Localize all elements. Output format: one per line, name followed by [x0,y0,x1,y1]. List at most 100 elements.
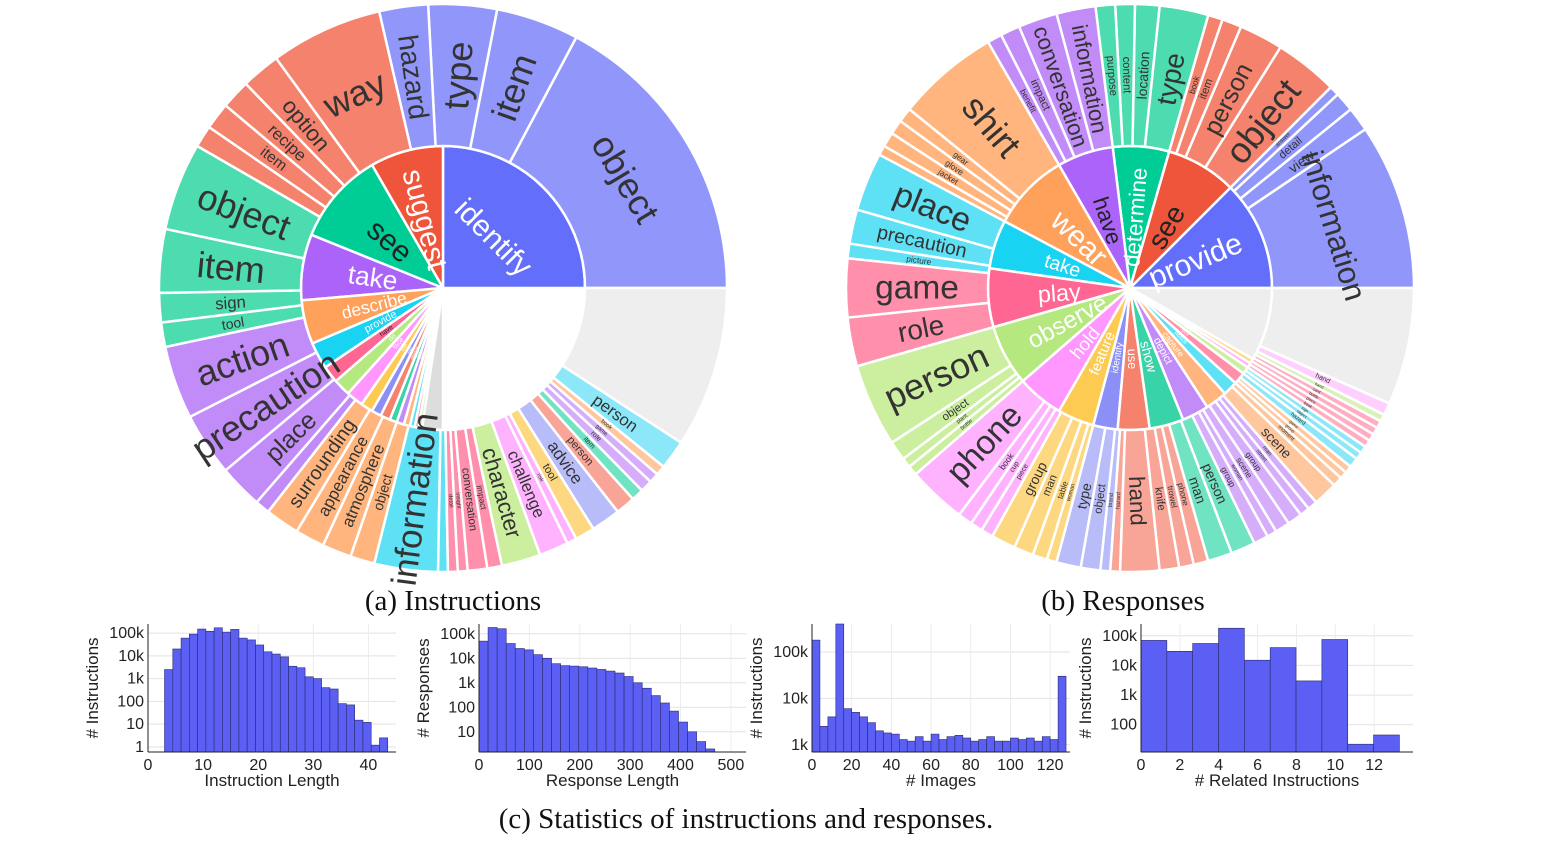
instr-inner-label-give: give [406,346,414,356]
resp-outer-label-sign: sign [1300,405,1310,414]
instr-inner-label-play: play [418,351,425,360]
histogram-bar [337,703,347,753]
y-tick-label: 100k [440,626,476,643]
histogram-bar [238,637,248,753]
histogram-bar [851,712,860,753]
histogram-bar [172,648,182,753]
histogram-bar [271,653,281,753]
resp-outer-label-object: object [1092,482,1108,514]
x-tick-label: 120 [1037,757,1064,774]
histogram-bar [986,736,995,753]
histogram-bar [930,733,940,753]
histogram-bar [1244,659,1271,753]
histogram-bar [914,736,924,753]
histogram-bar [379,737,389,753]
resp-outer-label-brand: brand [1108,493,1115,508]
histogram-bar [321,687,331,753]
histogram-bar [946,736,956,753]
x-tick-label: 300 [617,757,644,774]
histogram-bar [542,657,552,753]
resp-outer-label-trowel: trowel [1165,485,1179,509]
resp-outer-label-hand: hand [1124,476,1151,526]
resp-outer-label-game: game [875,270,959,307]
resp-outer-label-location: location [1134,51,1153,100]
y-axis-label: # Instructions [1076,637,1095,738]
histogram-bar [560,665,570,753]
histogram-bar [970,740,980,753]
histogram-bar [938,739,948,753]
x-tick-label: 20 [249,757,267,774]
histogram-bar [843,708,852,753]
histogram-bar [487,627,498,753]
histogram-bar [962,737,972,753]
y-tick-label: 100k [773,644,809,661]
histogram-bar [533,654,543,753]
histogram-bar [867,722,876,753]
histogram-bar [578,666,589,753]
resp-inner-label-pick: pick [1180,328,1191,339]
instr-outer-blank [560,286,729,445]
y-tick-label: 1k [1120,687,1138,704]
histogram-bar [660,702,670,753]
caption-statistics: (c) Statistics of instructions and respo… [499,803,994,835]
y-tick-label: 1k [127,671,145,688]
images-histogram: 1k 10k 100k 0 20 40 60 80 100 120 # Images # Instru… [747,623,1070,790]
histogram-bar [875,730,884,753]
resp-outer-label-object: object [1296,409,1309,420]
y-tick-label: 10k [449,650,476,667]
histogram-bar [1140,640,1168,753]
histogram-bar [632,682,643,753]
resp-inner-label-include: include [1184,319,1198,330]
y-tick-label: 100 [448,699,475,716]
histogram-bar [514,648,525,753]
histogram-bar [891,733,900,753]
histogram-bar [524,649,534,753]
resp-outer-label-card: card [1312,386,1322,395]
x-tick-label: 12 [1365,757,1383,774]
histogram-bar [551,663,561,753]
histogram-bar [496,628,507,753]
histogram-bar [362,722,372,753]
x-tick-label: 30 [304,757,322,774]
resp-outer-label-hazard: hazard [1115,492,1122,509]
histogram-bar [279,656,289,753]
x-tick-label: 10 [194,757,212,774]
instr-outer-object [507,35,729,290]
x-tick-label: 40 [360,757,378,774]
y-tick-label: 100k [109,625,145,642]
histogram-bar [313,678,322,753]
y-tick-label: 1 [135,739,144,756]
histogram-bar [1347,743,1374,753]
histogram-bar [811,639,821,753]
histogram-bar [650,695,661,753]
x-axis-label: Instruction Length [204,771,339,790]
histogram-bar [304,676,314,753]
instr-outer-label-sign: sign [215,292,247,313]
histogram-bar [246,639,256,753]
histogram-bar [669,710,679,753]
histogram-bar [835,623,845,753]
histogram-bar [569,665,580,753]
x-tick-label: 500 [718,757,745,774]
histogram-bar [505,643,516,753]
histogram-bar [263,651,273,753]
histogram-bar [883,732,892,753]
histogram-bar [614,672,625,753]
x-tick-label: 0 [1137,757,1146,774]
x-tick-label: 400 [667,757,694,774]
histogram-bar [827,716,837,753]
histogram-bar [922,740,932,753]
x-tick-label: 60 [922,757,940,774]
histogram-bar [954,735,964,753]
histogram-bar [1373,734,1400,753]
resp-outer-label-type: type [1073,481,1094,510]
instr-outer-label-type: type [435,40,481,111]
instr-inner-label-notice: notice [424,351,431,363]
instr-inner-label-use: use [401,343,410,353]
x-axis-label: # Related Instructions [1195,771,1359,790]
histogram-bar [205,630,215,753]
histogram-bar [1041,736,1051,753]
x-axis-label: # Images [906,771,976,790]
histogram-bar [696,741,707,753]
